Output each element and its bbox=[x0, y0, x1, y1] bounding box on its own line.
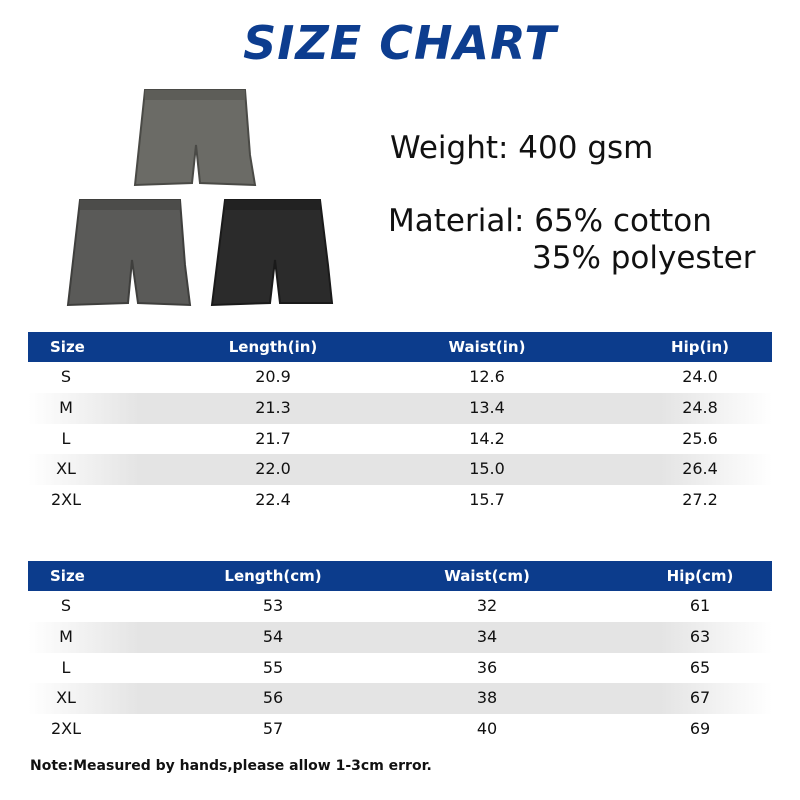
table-cell: 63 bbox=[689, 626, 711, 646]
table-cell: M bbox=[59, 397, 73, 417]
header-cell: Hip(cm) bbox=[666, 567, 734, 585]
table-row bbox=[28, 362, 772, 393]
table-cell: 12.6 bbox=[469, 367, 505, 386]
table-cell: 32 bbox=[476, 596, 498, 615]
table-cell: XL bbox=[56, 688, 76, 708]
table-row bbox=[28, 591, 772, 622]
table-row bbox=[28, 392, 772, 424]
table-cell: 24.8 bbox=[682, 397, 718, 417]
table-cell: 20.9 bbox=[255, 367, 291, 386]
table-header bbox=[28, 561, 772, 591]
header-cell: Waist(in) bbox=[448, 338, 526, 356]
table-cell: 21.7 bbox=[255, 428, 291, 448]
material: Material: 65% cotton bbox=[388, 203, 712, 239]
table-cell: 67 bbox=[689, 688, 711, 708]
table-row bbox=[28, 653, 772, 684]
header-cell: Waist(cm) bbox=[444, 567, 530, 585]
table-cell: L bbox=[61, 428, 71, 448]
table-cell: 65 bbox=[689, 657, 711, 677]
table-cell: 26.4 bbox=[682, 459, 718, 479]
table-cell: L bbox=[61, 657, 71, 677]
table-cell: 13.4 bbox=[469, 397, 505, 417]
header-cell: Hip(in) bbox=[671, 338, 729, 356]
table-cell: 61 bbox=[689, 596, 711, 615]
table-cell: 24.0 bbox=[682, 367, 718, 386]
table-cell: 38 bbox=[476, 688, 498, 708]
table-cell: 15.0 bbox=[469, 459, 505, 479]
table-row bbox=[28, 454, 772, 486]
table-cell: 55 bbox=[262, 657, 284, 677]
table-cell: 57 bbox=[262, 719, 284, 739]
table-cell: 56 bbox=[262, 688, 284, 708]
note: Note:Measured by hands,please allow 1-3c… bbox=[30, 758, 432, 774]
header-cell: Length(cm) bbox=[224, 567, 322, 585]
header-cell: Length(in) bbox=[228, 338, 318, 356]
table-cell: 53 bbox=[262, 596, 284, 615]
table-row bbox=[28, 424, 772, 455]
table-cell: M bbox=[59, 626, 73, 646]
table-cell: 22.4 bbox=[255, 490, 291, 510]
table-cell: 22.0 bbox=[255, 459, 291, 479]
product-images bbox=[66, 89, 334, 307]
table-row bbox=[28, 714, 772, 745]
table-cell: 25.6 bbox=[682, 428, 718, 448]
table-cell: 34 bbox=[476, 626, 498, 646]
table-cell: XL bbox=[56, 459, 76, 479]
table-cell: 69 bbox=[689, 719, 711, 739]
table-cell: 36 bbox=[476, 657, 498, 677]
header-cell: Size bbox=[50, 567, 85, 585]
weight: Weight: 400 gsm bbox=[390, 130, 654, 166]
table-cell: 2XL bbox=[50, 719, 82, 739]
table-cell: 27.2 bbox=[682, 490, 718, 510]
header-cell: Size bbox=[50, 338, 85, 356]
table-cell: S bbox=[60, 367, 72, 386]
table-cell: 15.7 bbox=[469, 490, 505, 510]
table-cell: 40 bbox=[476, 719, 498, 739]
table-row bbox=[28, 683, 772, 715]
table-cell: 14.2 bbox=[469, 428, 505, 448]
material-line2: 35% polyester bbox=[532, 240, 756, 276]
table-cell: 54 bbox=[262, 626, 284, 646]
table-row bbox=[28, 621, 772, 653]
table-cell: 2XL bbox=[50, 490, 82, 510]
table-header bbox=[28, 332, 772, 362]
table-cell: S bbox=[60, 596, 72, 615]
title: SIZE CHART bbox=[243, 16, 557, 70]
table-row bbox=[28, 485, 772, 516]
table-cell: 21.3 bbox=[255, 397, 291, 417]
